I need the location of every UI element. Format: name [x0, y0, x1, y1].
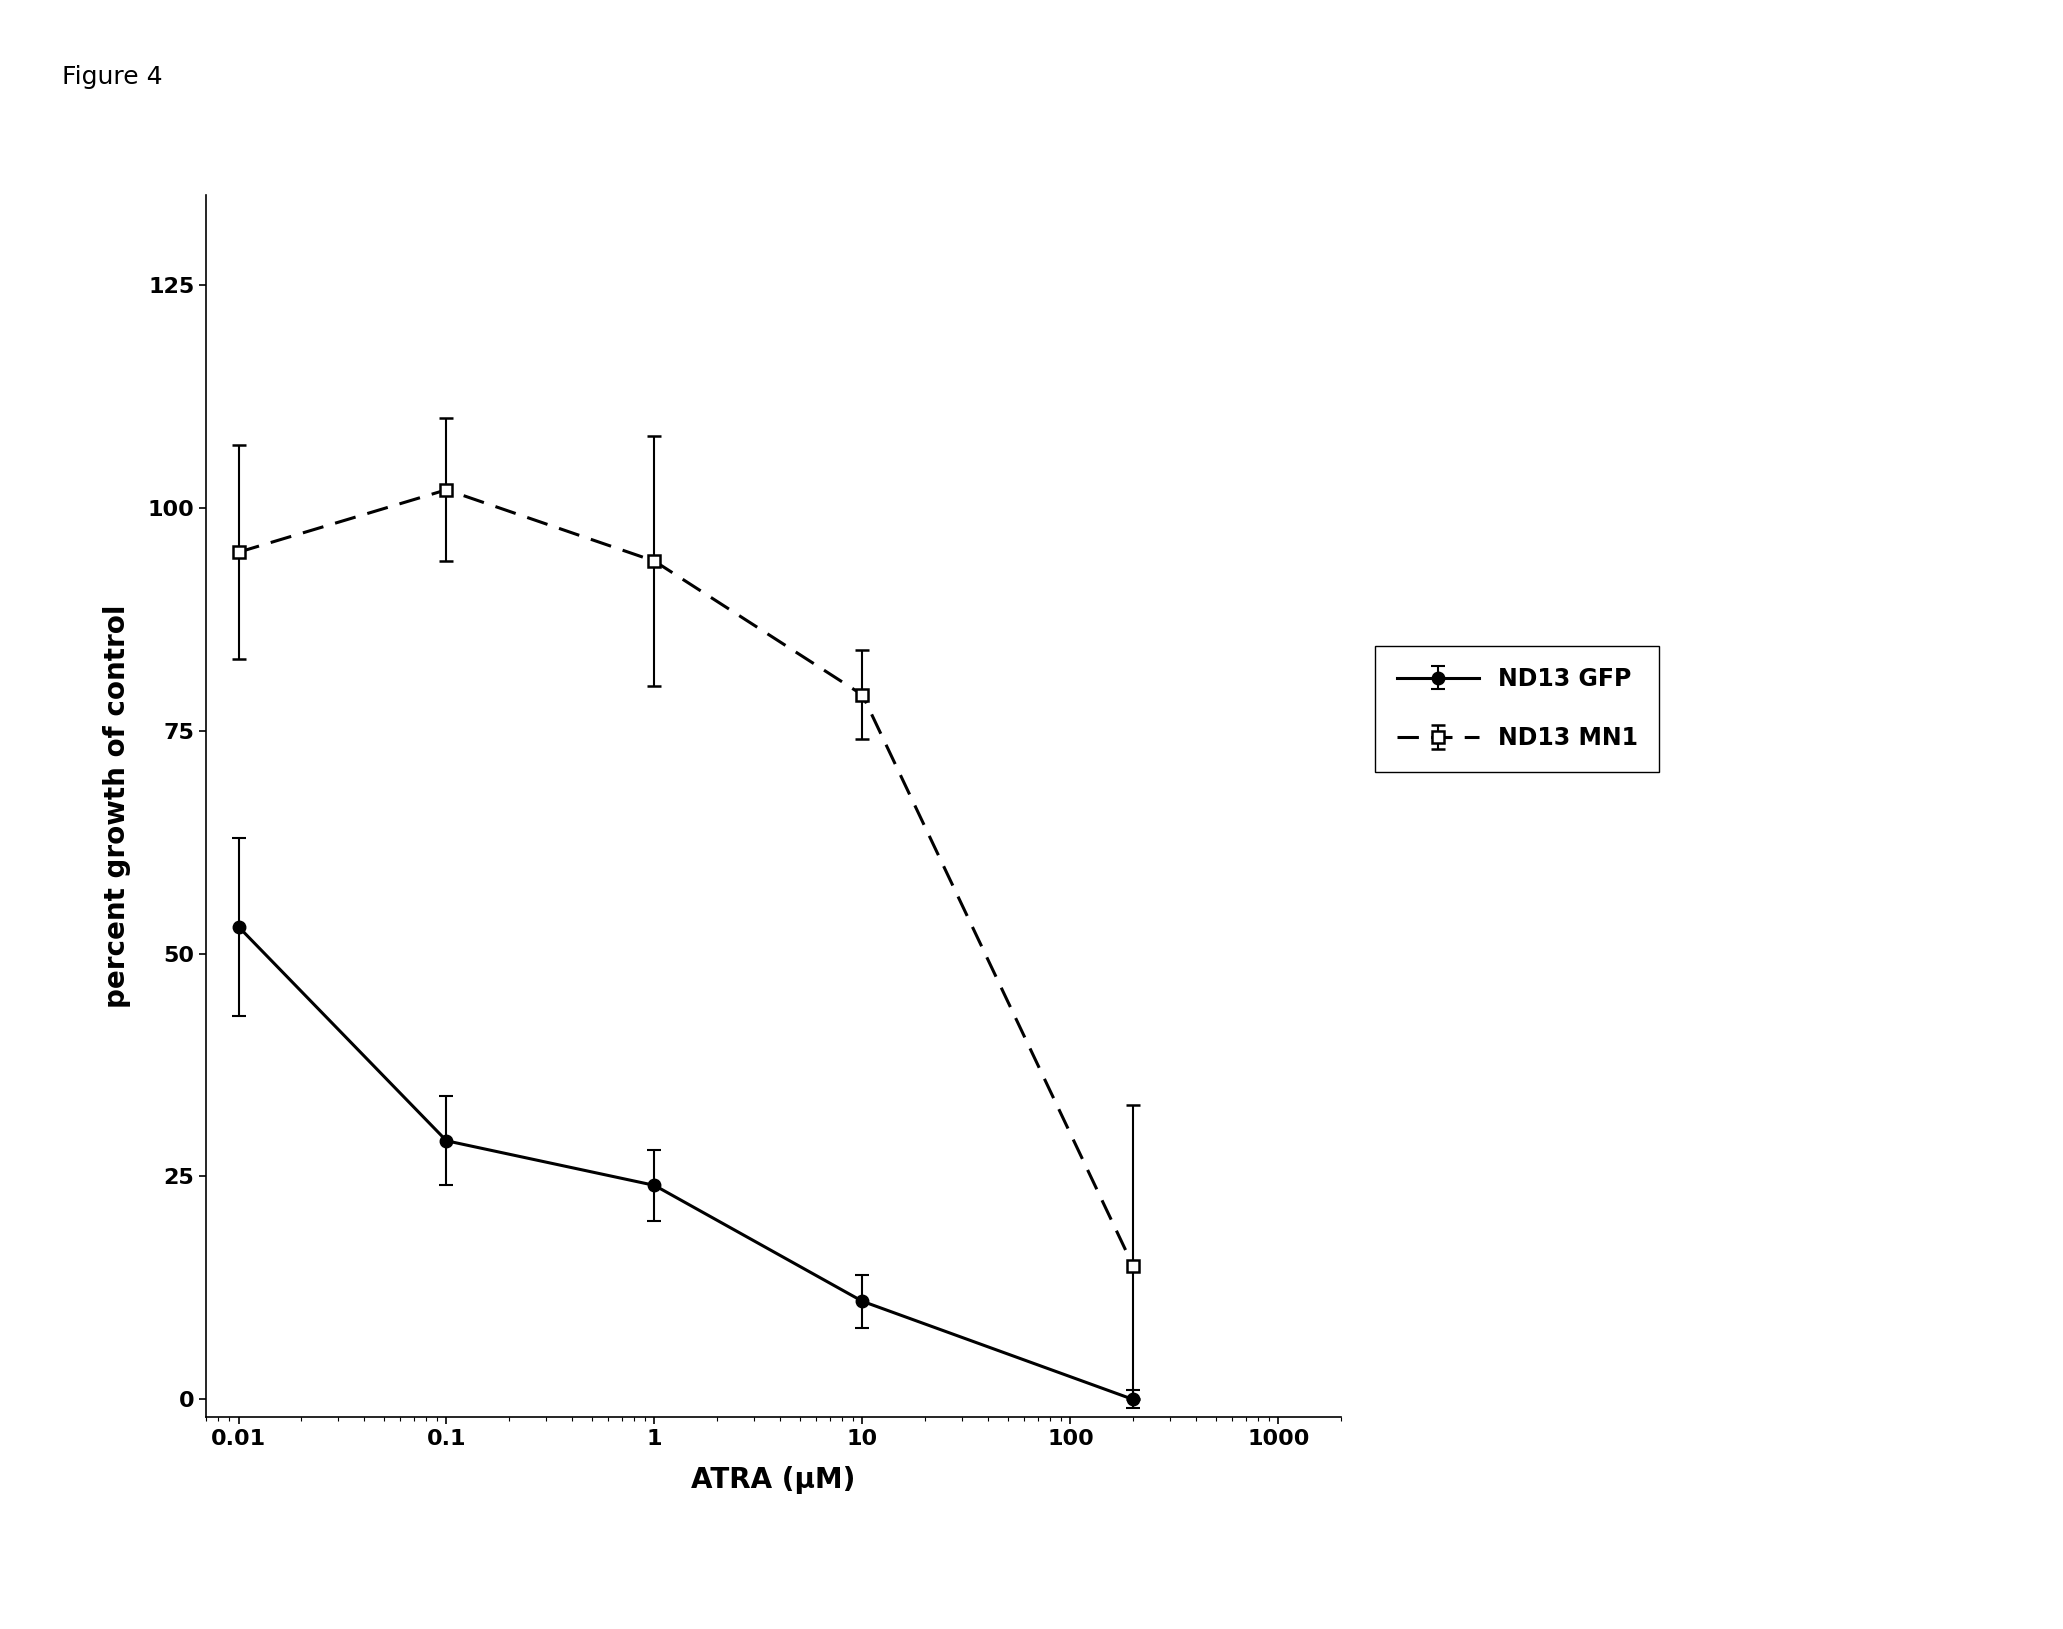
Text: Figure 4: Figure 4 [62, 65, 163, 90]
Y-axis label: percent growth of control: percent growth of control [103, 604, 132, 1008]
X-axis label: ATRA (μM): ATRA (μM) [691, 1466, 856, 1494]
Legend: ND13 GFP, ND13 MN1: ND13 GFP, ND13 MN1 [1376, 645, 1659, 772]
